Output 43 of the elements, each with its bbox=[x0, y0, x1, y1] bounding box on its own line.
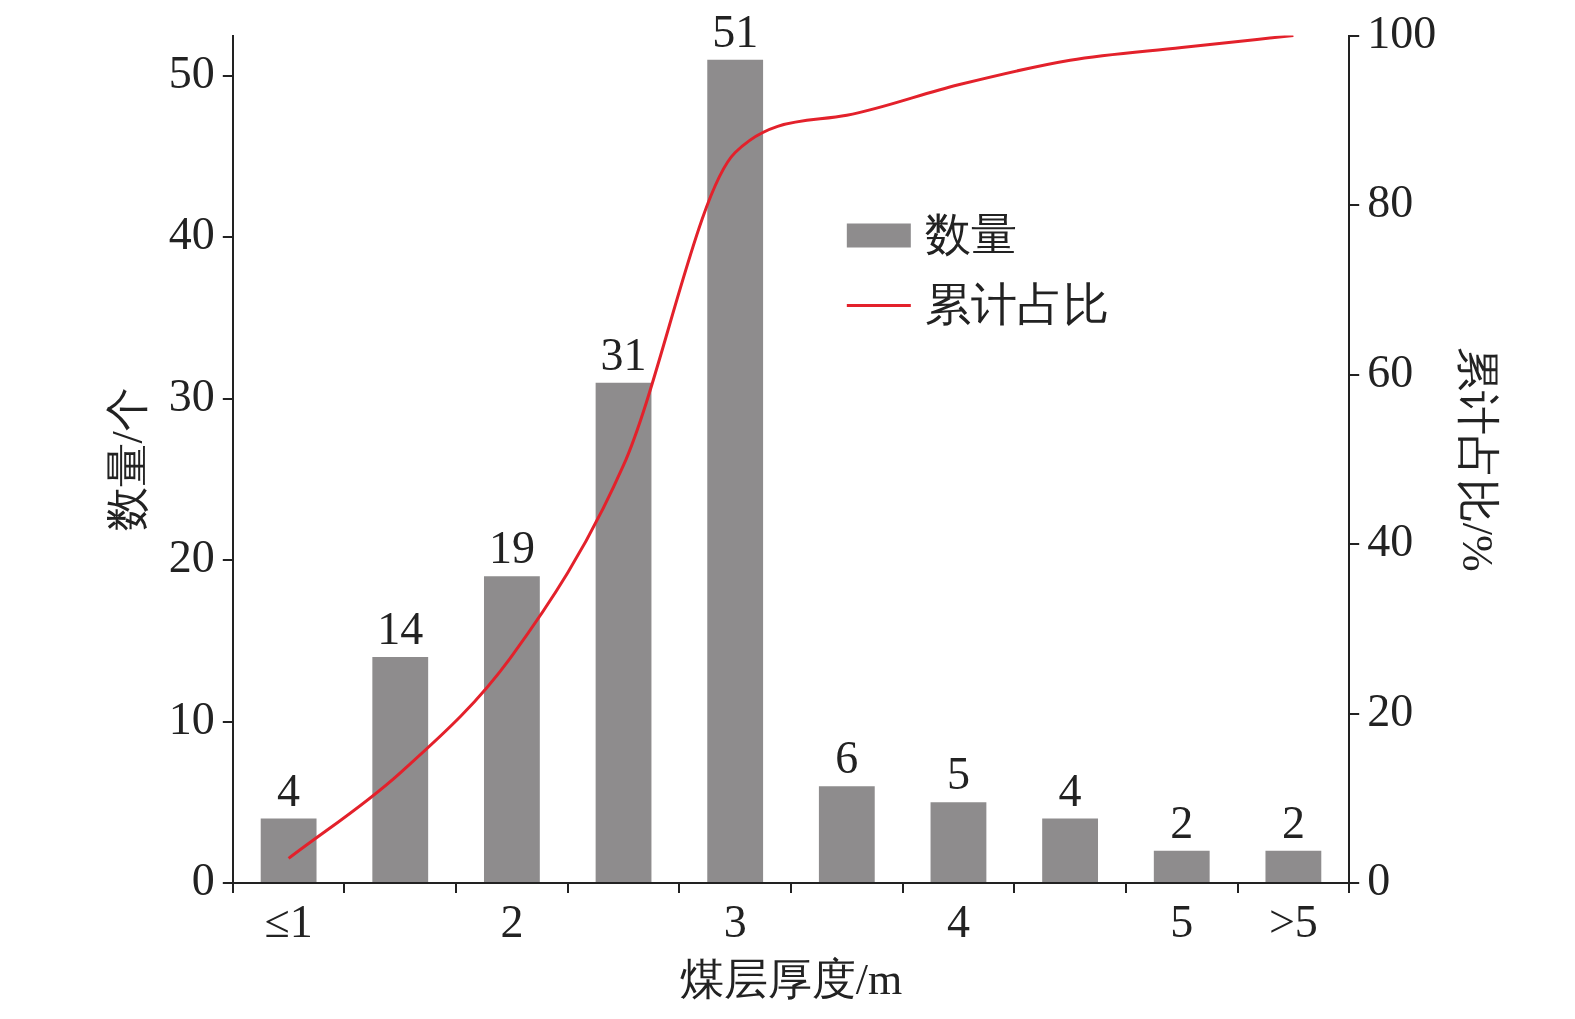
y2-tick-label: 40 bbox=[1367, 515, 1414, 567]
x-tick-label: >5 bbox=[1268, 895, 1318, 947]
y-tick-label: 0 bbox=[191, 854, 215, 906]
data-label: 19 bbox=[488, 522, 535, 574]
y2-tick-label: 20 bbox=[1367, 684, 1414, 736]
data-label: 5 bbox=[946, 748, 970, 800]
legend-label: 数量 bbox=[924, 208, 1017, 260]
y2-tick-label: 100 bbox=[1367, 6, 1437, 58]
y2-tick-label: 0 bbox=[1367, 854, 1391, 906]
y2-tick-label: 60 bbox=[1367, 345, 1414, 397]
y2-tick-label: 80 bbox=[1367, 176, 1414, 228]
bar bbox=[1042, 818, 1099, 882]
x-axis-title: 煤层厚度/m bbox=[679, 955, 903, 1005]
data-label: 31 bbox=[600, 328, 647, 380]
x-tick-label: 3 bbox=[723, 895, 747, 947]
y-axis-title: 数量/个 bbox=[102, 387, 152, 532]
bar bbox=[595, 382, 652, 882]
data-label: 4 bbox=[1058, 764, 1082, 816]
bar bbox=[1153, 850, 1210, 882]
y-tick-label: 10 bbox=[168, 692, 215, 744]
data-label: 2 bbox=[1170, 796, 1194, 848]
bar bbox=[1265, 850, 1322, 882]
data-label: 51 bbox=[712, 5, 759, 57]
y-tick-label: 20 bbox=[168, 531, 215, 583]
y2-axis-title: 累计占比/% bbox=[1453, 346, 1503, 572]
x-tick-label: 4 bbox=[946, 895, 970, 947]
y-tick-label: 40 bbox=[168, 208, 215, 260]
x-tick-label: ≤1 bbox=[264, 895, 313, 947]
y-tick-label: 30 bbox=[168, 369, 215, 421]
legend-label: 累计占比 bbox=[924, 278, 1109, 330]
y-tick-label: 50 bbox=[168, 47, 215, 99]
bar bbox=[372, 657, 429, 882]
data-label: 14 bbox=[377, 603, 424, 655]
bar bbox=[707, 59, 764, 882]
data-label: 6 bbox=[835, 732, 859, 784]
bar bbox=[818, 786, 875, 882]
data-label: 2 bbox=[1281, 796, 1305, 848]
data-label: 4 bbox=[277, 764, 301, 816]
bar bbox=[930, 802, 987, 882]
bar bbox=[260, 818, 317, 882]
x-tick-label: 2 bbox=[500, 895, 524, 947]
x-tick-label: 5 bbox=[1170, 895, 1194, 947]
bar bbox=[483, 576, 540, 882]
